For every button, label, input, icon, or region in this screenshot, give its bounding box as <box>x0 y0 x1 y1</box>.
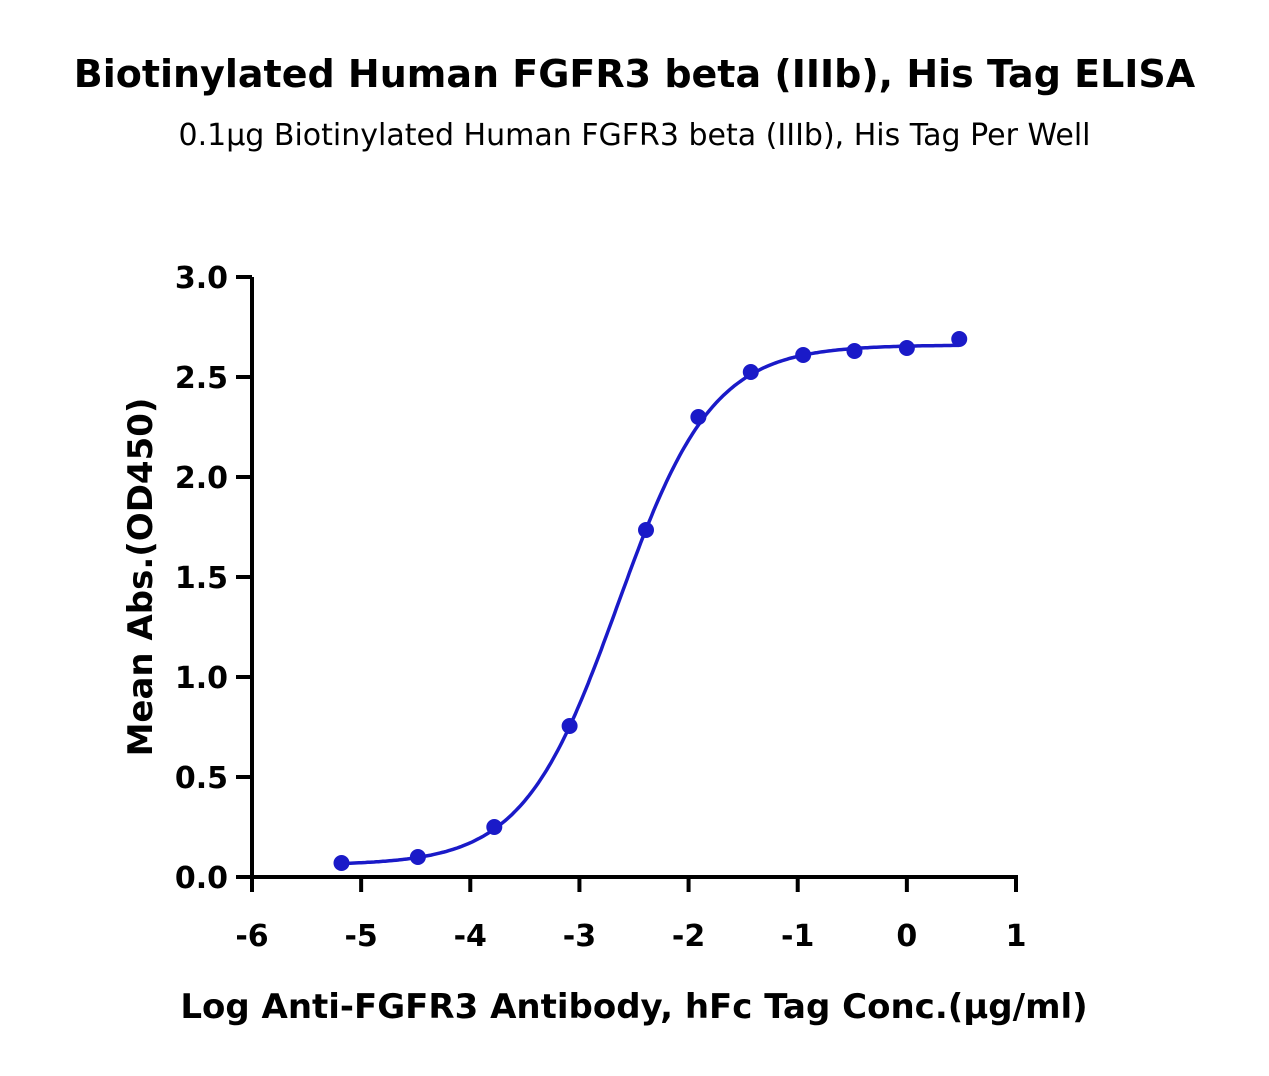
data-point <box>898 340 915 356</box>
fit-curve <box>341 343 960 866</box>
x-tick-label: -4 <box>454 919 487 954</box>
data-point <box>951 331 968 347</box>
y-tick-label: 3.0 <box>175 261 228 296</box>
y-tick-label: 0.0 <box>175 861 228 896</box>
x-tick-label: -6 <box>235 919 268 954</box>
y-tick-label: 2.0 <box>175 461 228 496</box>
x-tick-label: 1 <box>1006 919 1027 954</box>
x-tick-label: -5 <box>344 919 377 954</box>
y-tick-label: 1.5 <box>175 561 228 596</box>
data-point <box>742 364 759 380</box>
data-point <box>690 409 707 425</box>
data-point <box>333 855 350 871</box>
y-tick-label: 2.5 <box>175 361 228 396</box>
chart-subtitle: 0.1µg Biotinylated Human FGFR3 beta (III… <box>178 118 1091 153</box>
x-tick-label: -2 <box>672 919 705 954</box>
data-point <box>846 343 863 359</box>
data-point <box>486 819 503 835</box>
y-tick-label: 0.5 <box>175 761 228 796</box>
data-point <box>561 718 578 734</box>
data-point <box>795 347 812 363</box>
data-point <box>638 522 655 538</box>
x-tick-label: -3 <box>563 919 596 954</box>
x-axis-label: Log Anti-FGFR3 Antibody, hFc Tag Conc.(µ… <box>180 987 1087 1027</box>
y-axis-label: Mean Abs.(OD450) <box>121 398 161 757</box>
x-tick-label: -1 <box>781 919 814 954</box>
chart-title: Biotinylated Human FGFR3 beta (IIIb), Hi… <box>73 52 1196 96</box>
y-tick-label: 1.0 <box>175 661 228 696</box>
x-tick-label: 0 <box>896 919 917 954</box>
data-point <box>409 849 426 865</box>
